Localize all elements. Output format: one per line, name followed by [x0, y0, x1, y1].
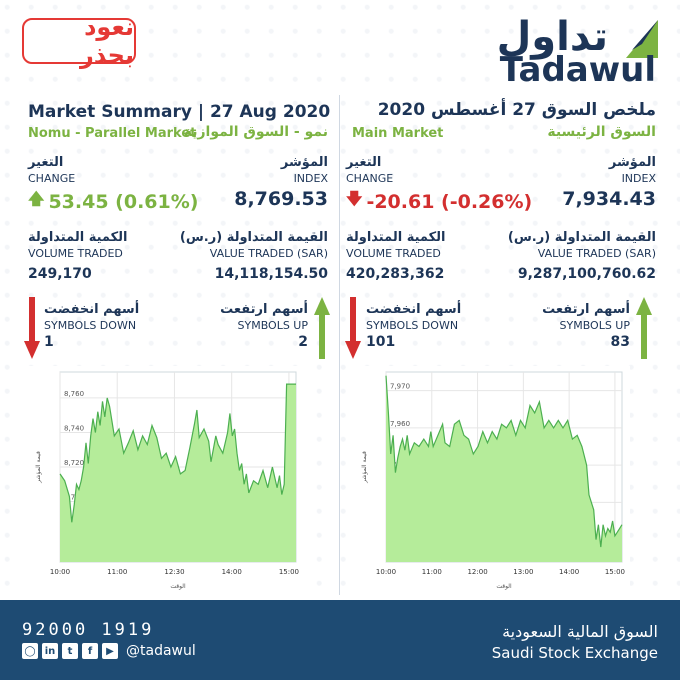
right-down-label: SYMBOLS DOWN	[366, 319, 459, 332]
right-index-label: INDEX	[621, 172, 656, 185]
x-axis-label: الوقت	[496, 583, 512, 590]
arrow-down-icon	[345, 297, 361, 359]
youtube-icon[interactable]: ▶	[102, 643, 118, 659]
left-valtraded-label-ar: القيمة المتداولة (ر.س)	[179, 230, 328, 245]
x-tick-label: 10:00	[50, 568, 70, 576]
left-volume-value: 249,170	[28, 266, 92, 282]
left-change-value: 53.45 (0.61%)	[48, 190, 199, 213]
arrow-down-icon: 🡇	[346, 189, 363, 208]
footer-phone: 92000 1919	[22, 620, 155, 640]
left-up-label-ar: أسهم ارتفعت	[220, 302, 308, 317]
panel-divider	[339, 95, 340, 595]
x-tick-label: 14:00	[222, 568, 242, 576]
left-market-en: Nomu - Parallel Market	[28, 126, 197, 141]
y-tick-label: 8,740	[64, 424, 84, 432]
series-line	[59, 383, 296, 523]
left-market-ar: نمو - السوق الموازية	[183, 124, 328, 140]
left-up-value: 2	[298, 334, 308, 350]
y-axis-label: قيمة المؤشر	[361, 451, 368, 484]
left-change-label-ar: التغير	[28, 155, 64, 170]
left-change-label: CHANGE	[28, 172, 76, 185]
right-volume-label: VOLUME TRADED	[346, 247, 441, 260]
instagram-icon[interactable]: ◯	[22, 643, 38, 659]
footer-name-en: Saudi Stock Exchange	[491, 644, 658, 662]
logo-arabic: تداول	[496, 14, 608, 60]
x-tick-label: 12:00	[467, 568, 487, 576]
series-line	[385, 375, 623, 548]
x-tick-label: 15:00	[605, 568, 625, 576]
right-down-label-ar: أسهم انخفضت	[366, 302, 462, 317]
series-area	[386, 375, 622, 562]
main-index-chart: 7,9307,9407,9507,9607,97010:0011:0012:00…	[354, 366, 630, 592]
campaign-badge: نعود بحذر	[22, 13, 136, 69]
facebook-icon[interactable]: f	[82, 643, 98, 659]
left-down-value: 1	[44, 334, 54, 350]
right-change-label: CHANGE	[346, 172, 394, 185]
right-change-label-ar: التغير	[346, 155, 382, 170]
y-tick-label: 8,700	[64, 494, 84, 502]
left-index-label: INDEX	[293, 172, 328, 185]
y-axis-label: قيمة المؤشر	[35, 451, 42, 484]
arrow-up-icon	[636, 297, 652, 359]
right-title: ملخص السوق 27 أغسطس 2020	[377, 100, 656, 120]
right-volume-value: 420,283,362	[346, 266, 445, 282]
right-up-value: 83	[610, 334, 630, 350]
x-tick-label: 14:00	[559, 568, 579, 576]
right-volume-label-ar: الكمية المتداولة	[346, 230, 446, 245]
right-valtraded-label: VALUE TRADED (SAR)	[537, 247, 656, 260]
right-down-value: 101	[366, 334, 396, 350]
left-valtraded-value: 14,118,154.50	[214, 266, 328, 282]
footer	[0, 600, 680, 680]
footer-handle[interactable]: @tadawul	[126, 643, 196, 659]
left-down-label-ar: أسهم انخفضت	[44, 302, 140, 317]
y-tick-label: 8,760	[64, 390, 84, 398]
arrow-up-icon: 🡅	[28, 189, 45, 208]
series-area	[60, 384, 296, 562]
social-links: ◯ in t f ▶ @tadawul	[22, 643, 196, 659]
footer-name-ar: السوق المالية السعودية	[502, 622, 658, 641]
right-up-label-ar: أسهم ارتفعت	[542, 302, 630, 317]
campaign-badge-text: نعود بحذر	[80, 13, 134, 69]
left-volume-label: VOLUME TRADED	[28, 247, 123, 260]
x-tick-label: 10:00	[376, 568, 396, 576]
y-tick-label: 7,960	[390, 420, 410, 428]
left-valtraded-label: VALUE TRADED (SAR)	[209, 247, 328, 260]
left-down-label: SYMBOLS DOWN	[44, 319, 137, 332]
left-index-value: 8,769.53	[234, 188, 328, 210]
left-title: Market Summary | 27 Aug 2020	[28, 102, 331, 122]
left-index-label-ar: المؤشر	[280, 155, 328, 170]
arrow-down-icon	[24, 297, 40, 359]
right-valtraded-label-ar: القيمة المتداولة (ر.س)	[507, 230, 656, 245]
y-tick-label: 8,720	[64, 459, 84, 467]
x-tick-label: 12:30	[164, 568, 184, 576]
left-up-label: SYMBOLS UP	[237, 319, 309, 332]
x-axis-label: الوقت	[170, 583, 186, 590]
right-valtraded-value: 9,287,100,760.62	[517, 266, 656, 282]
left-volume-label-ar: الكمية المتداولة	[28, 230, 128, 245]
nomu-index-chart: 8,6808,7008,7208,7408,76010:0011:0012:30…	[28, 366, 304, 592]
x-tick-label: 13:00	[513, 568, 533, 576]
tadawul-logo-icon	[626, 20, 658, 58]
y-tick-label: 7,970	[390, 383, 410, 391]
linkedin-icon[interactable]: in	[42, 643, 58, 659]
logo-english: Tadawul	[499, 50, 656, 90]
right-change-value: -20.61 (-0.26%)	[366, 190, 533, 213]
right-index-value: 7,934.43	[562, 188, 656, 210]
left-change: 🡅 53.45 (0.61%)	[28, 188, 198, 215]
x-tick-label: 11:00	[422, 568, 442, 576]
x-tick-label: 11:00	[107, 568, 127, 576]
right-index-label-ar: المؤشر	[608, 155, 656, 170]
arrow-up-icon	[314, 297, 330, 359]
x-tick-label: 15:00	[279, 568, 299, 576]
right-up-label: SYMBOLS UP	[559, 319, 631, 332]
right-market-en: Main Market	[352, 126, 444, 141]
right-market-ar: السوق الرئيسية	[547, 124, 656, 140]
right-change: 🡇 -20.61 (-0.26%)	[346, 188, 532, 215]
twitter-icon[interactable]: t	[62, 643, 78, 659]
